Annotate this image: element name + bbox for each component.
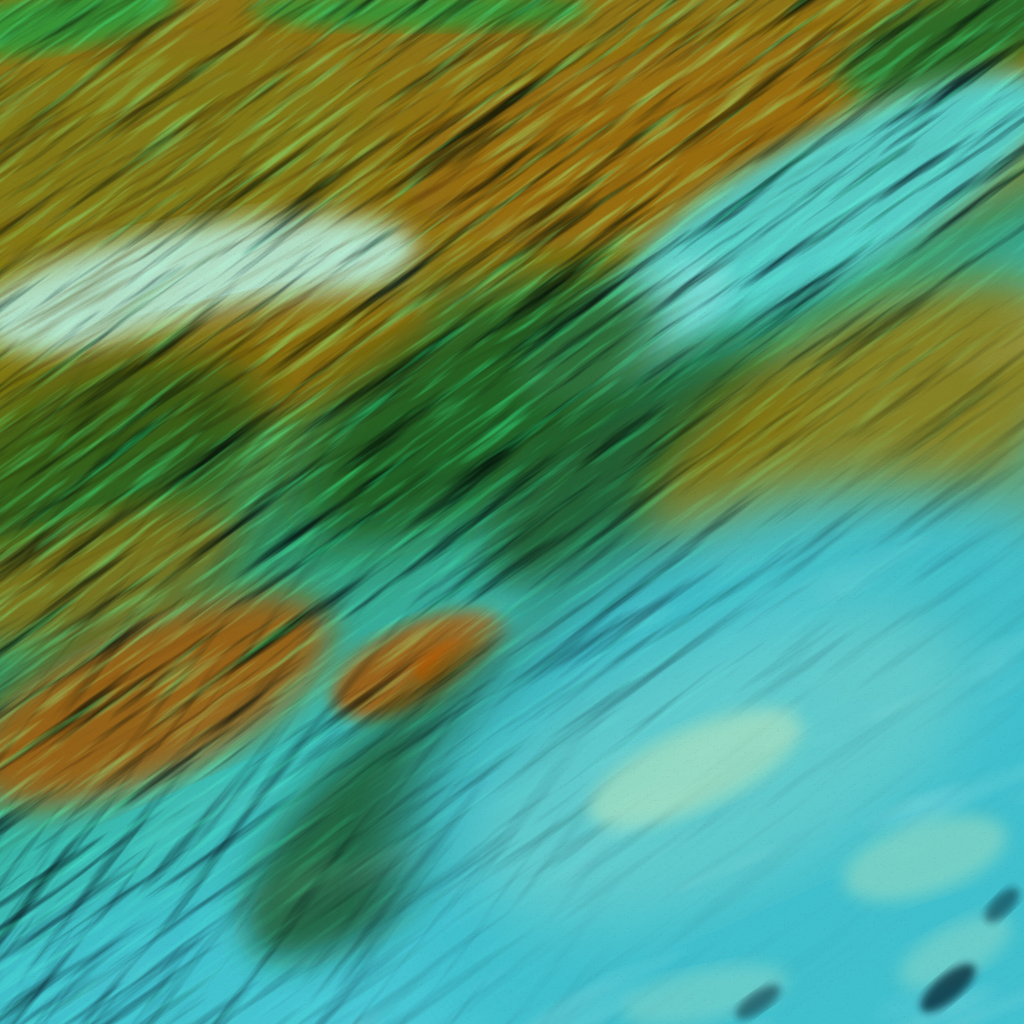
- fine-grain-layer: [0, 0, 1024, 1024]
- screenshot-root: [0, 0, 1024, 1024]
- fine-grain-rect: [0, 0, 1024, 1024]
- satellite-image-canvas: [0, 0, 1024, 1024]
